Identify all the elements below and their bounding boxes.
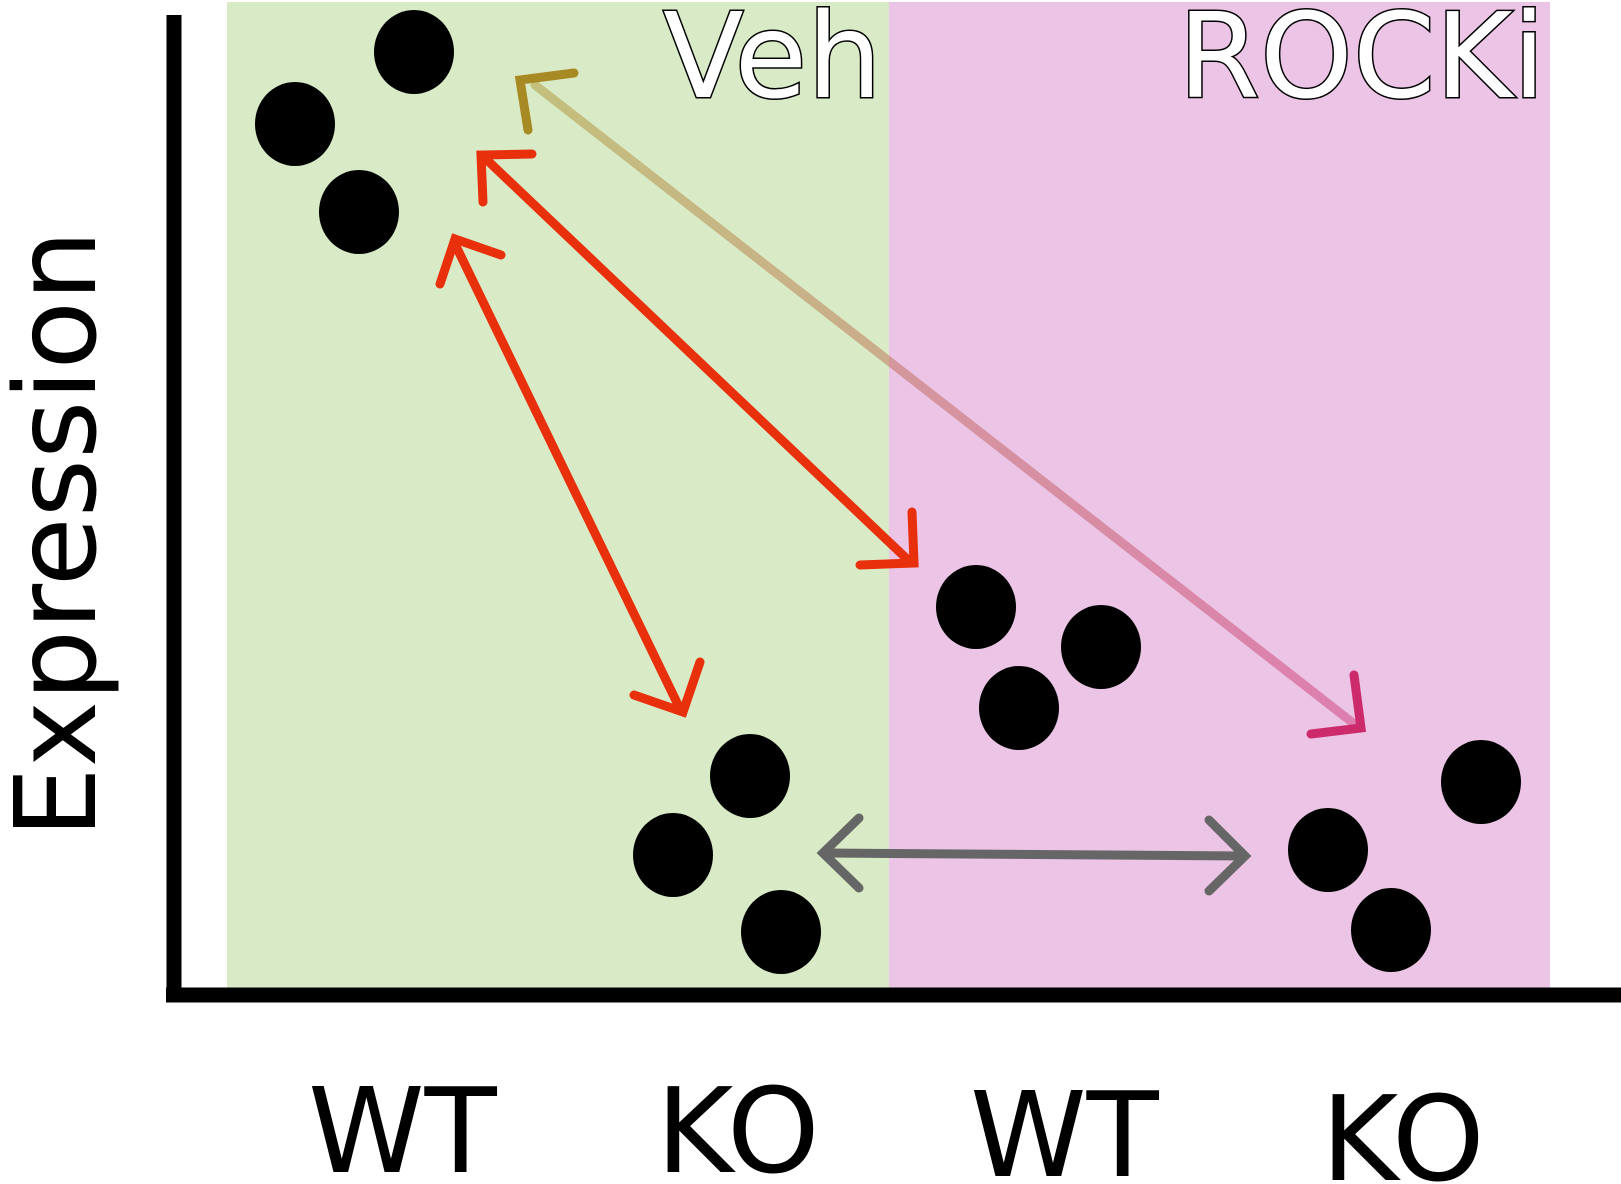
y-axis-label: Expression xyxy=(0,230,122,838)
data-point xyxy=(1061,605,1141,689)
data-point xyxy=(255,82,335,166)
data-point xyxy=(1288,808,1368,892)
arrow-veh-wt-to-rocki-ko xyxy=(514,68,1367,739)
data-point xyxy=(319,170,399,254)
data-point xyxy=(1441,740,1521,824)
points-veh-ko xyxy=(633,734,821,974)
x-tick-label-veh-wt: WT xyxy=(308,1062,498,1184)
arrow-veh-wt-to-veh-ko xyxy=(435,233,705,718)
x-tick-label-rocki-wt: WT xyxy=(970,1066,1160,1184)
veh-panel-background xyxy=(227,2,889,1000)
data-point xyxy=(936,565,1016,649)
data-point xyxy=(741,890,821,974)
x-tick-label-rocki-ko: KO xyxy=(1321,1070,1485,1184)
points-rocki-ko xyxy=(1288,740,1521,972)
rocki-panel-label: ROCKi xyxy=(1178,0,1545,125)
points-rocki-wt xyxy=(936,565,1141,750)
points-veh-wt xyxy=(255,10,454,254)
x-tick-label-veh-ko: KO xyxy=(656,1062,820,1184)
data-point xyxy=(979,666,1059,750)
data-point xyxy=(710,734,790,818)
data-point xyxy=(1351,888,1431,972)
arrow-veh-ko-to-rocki-ko xyxy=(816,813,1252,896)
data-point xyxy=(374,10,454,94)
arrow-veh-wt-to-rocki-wt xyxy=(476,149,919,570)
veh-panel-label: Veh xyxy=(663,0,882,125)
data-point xyxy=(633,813,713,897)
